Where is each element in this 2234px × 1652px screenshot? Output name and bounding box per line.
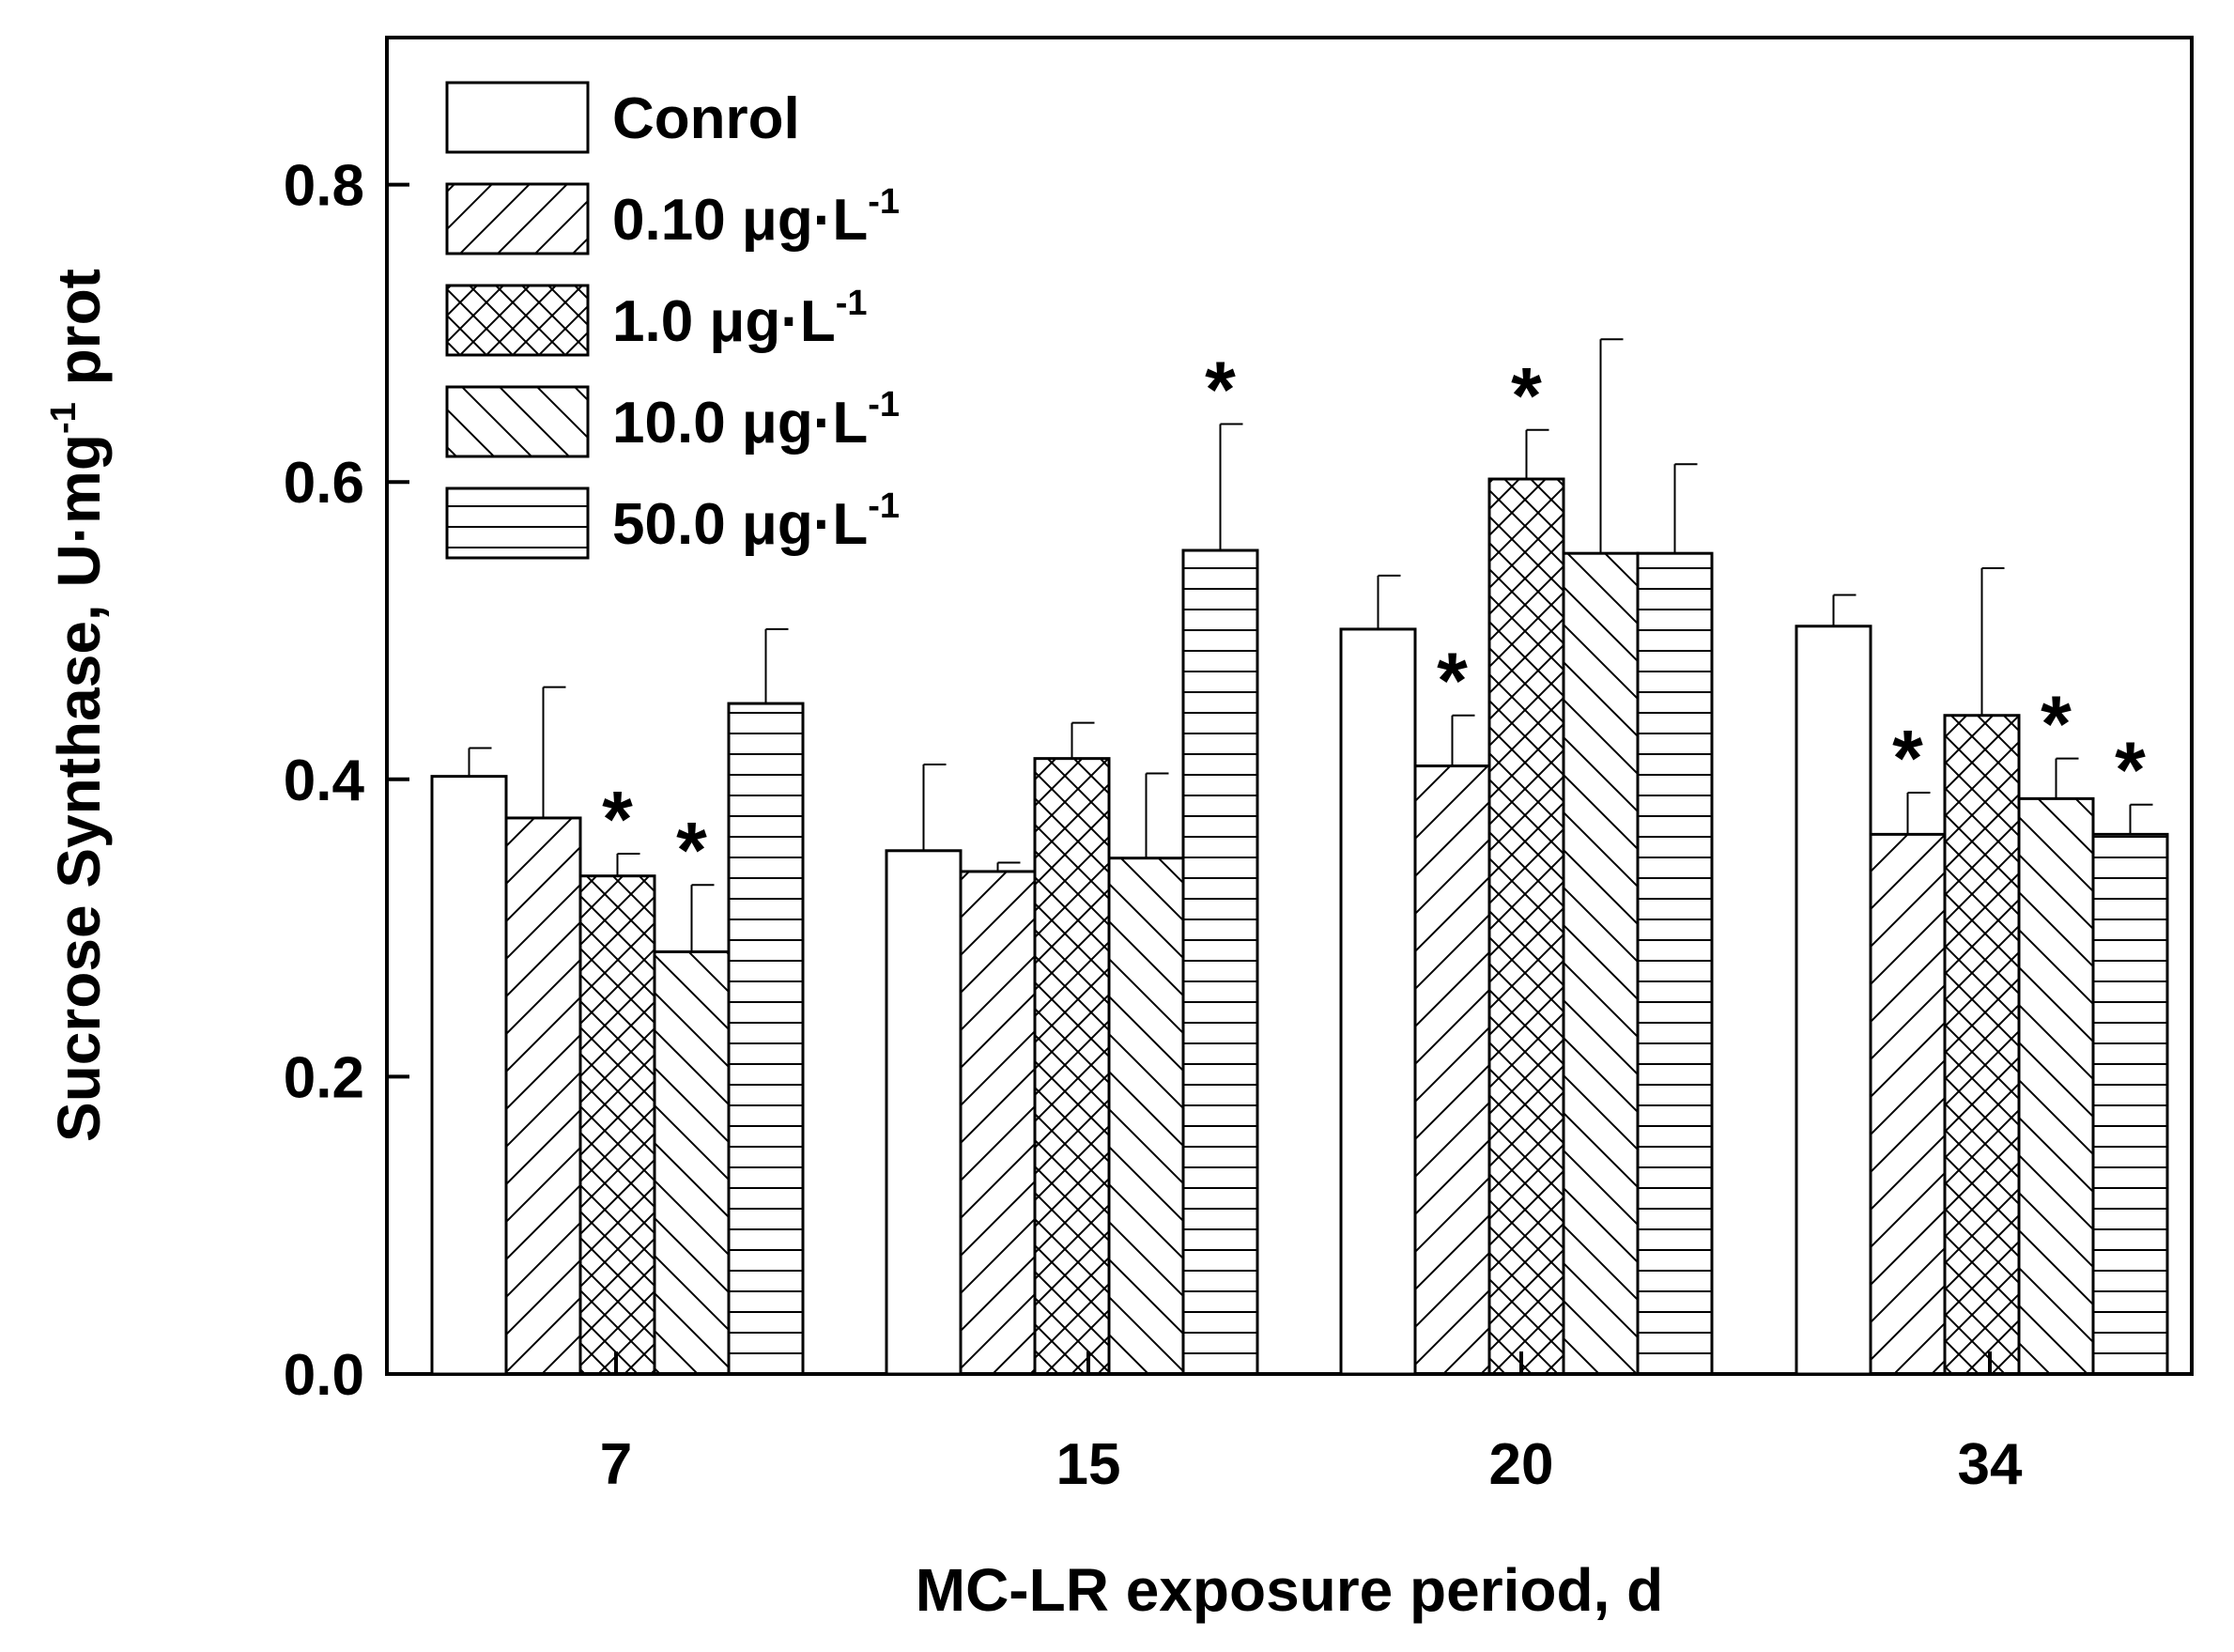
x-tick-label: 34 [1958, 1432, 2023, 1497]
bar [1413, 764, 1491, 1376]
y-tick-label: 0.6 [284, 451, 364, 516]
y-axis-title-main: Sucrose Synthase, U·mg [45, 434, 113, 1142]
x-tick-label: 15 [1056, 1432, 1121, 1497]
x-tick-label: 7 [600, 1432, 632, 1497]
y-axis-title: Sucrose Synthase, U·mg-1 prot [44, 269, 113, 1142]
error-bars [468, 338, 2153, 952]
significance-star: * [1892, 714, 1923, 802]
bar [1943, 714, 2021, 1376]
legend-label: 10.0 μg·L-1 [612, 385, 900, 455]
bars [430, 477, 2169, 1376]
significance-star: * [2041, 680, 2072, 768]
legend-label-name: 50.0 [612, 492, 726, 557]
bar [504, 816, 582, 1376]
bar [1033, 757, 1111, 1376]
y-axis-title-tail: prot [45, 269, 113, 402]
legend-label: 1.0 μg·L-1 [612, 284, 868, 354]
plot-frame [385, 36, 2194, 1376]
legend-label-unit: μg·L [726, 492, 869, 557]
legend-label-name: 1.0 [612, 289, 693, 354]
significance-star: * [2115, 726, 2146, 814]
legend-label-name: Conrol [612, 86, 800, 151]
y-axis: 0.0 0.2 0.4 0.6 0.8 [284, 154, 409, 1408]
legend-label-unit: μg·L [726, 391, 869, 455]
legend-label: 0.10 μg·L-1 [612, 182, 900, 253]
bar [2017, 796, 2095, 1376]
y-tick-label: 0.2 [284, 1045, 364, 1110]
legend-swatch [445, 284, 590, 357]
significance-star: * [1511, 351, 1542, 440]
legend-label-sup: -1 [836, 284, 868, 323]
significance-star: * [602, 775, 633, 863]
bar [1562, 551, 1640, 1376]
bar [2091, 832, 2169, 1376]
x-axis: 7 15 20 34 [600, 1351, 2023, 1497]
y-axis-title-sup: -1 [44, 402, 84, 434]
legend-swatch [445, 385, 590, 458]
legend-label-unit: μg·L [693, 289, 836, 354]
legend-label: Conrol [612, 86, 800, 151]
bar [1487, 477, 1565, 1376]
bar [1636, 551, 1714, 1376]
legend-label-sup: -1 [868, 182, 900, 222]
bar [1181, 548, 1259, 1376]
legend-label-name: 10.0 [612, 391, 726, 455]
legend-swatch [445, 81, 590, 154]
bar [727, 702, 805, 1376]
bar [1339, 627, 1417, 1376]
significance-star: * [1437, 637, 1468, 725]
legend-swatch [445, 182, 590, 255]
legend-swatch [445, 486, 590, 560]
bar [1107, 857, 1185, 1376]
x-axis-title: MC-LR exposure period, d [916, 1556, 1664, 1624]
legend-label-sup: -1 [868, 385, 900, 425]
bar [1795, 625, 1872, 1376]
y-tick-label: 0.4 [284, 749, 365, 813]
legend-label: 50.0 μg·L-1 [612, 486, 900, 557]
y-tick-label: 0.0 [284, 1343, 364, 1408]
bar [1869, 832, 1947, 1376]
x-tick-label: 20 [1489, 1432, 1554, 1497]
bar [885, 849, 963, 1376]
significance-markers: * * * * * * * * [602, 345, 2146, 894]
legend-label-unit: μg·L [726, 188, 869, 253]
bar [653, 950, 731, 1376]
bar [578, 874, 656, 1376]
bar [430, 775, 508, 1376]
bar [959, 870, 1037, 1376]
legend-label-name: 0.10 [612, 188, 726, 253]
y-tick-label: 0.8 [284, 154, 364, 219]
significance-star: * [1205, 345, 1236, 433]
legend-label-sup: -1 [868, 486, 900, 526]
significance-star: * [676, 806, 707, 894]
